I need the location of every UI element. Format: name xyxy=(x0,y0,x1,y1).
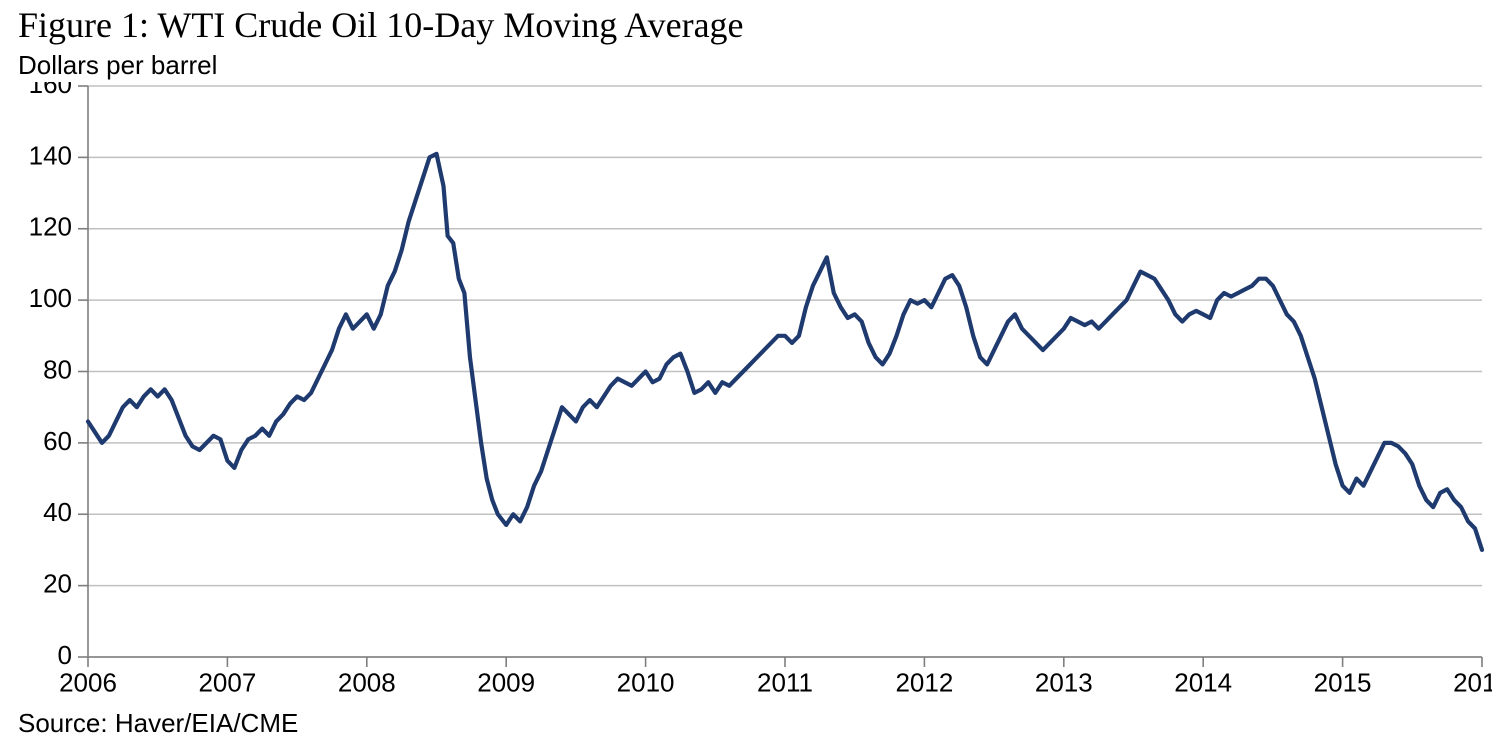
x-tick-label: 2010 xyxy=(617,668,675,698)
y-tick-label: 120 xyxy=(29,212,72,242)
x-tick-label: 2016 xyxy=(1453,668,1492,698)
x-tick-label: 2006 xyxy=(59,668,117,698)
y-tick-label: 160 xyxy=(29,82,72,99)
figure-title: Figure 1: WTI Crude Oil 10-Day Moving Av… xyxy=(18,4,744,46)
x-tick-label: 2015 xyxy=(1314,668,1372,698)
y-tick-label: 140 xyxy=(29,140,72,170)
y-tick-label: 20 xyxy=(43,569,72,599)
y-tick-label: 100 xyxy=(29,283,72,313)
line-chart-svg: 0 20 40 60 80 100 120 140 160 2006 2007 2008 2009 201… xyxy=(18,82,1492,701)
y-axis-subtitle: Dollars per barrel xyxy=(18,50,217,81)
y-tick-label: 60 xyxy=(43,426,72,456)
y-tick-label: 40 xyxy=(43,497,72,527)
figure-container: Figure 1: WTI Crude Oil 10-Day Moving Av… xyxy=(0,0,1510,747)
x-tick-label: 2013 xyxy=(1035,668,1093,698)
x-tick-label: 2009 xyxy=(477,668,535,698)
x-tick-label: 2012 xyxy=(895,668,953,698)
source-caption: Source: Haver/EIA/CME xyxy=(18,708,298,739)
chart-area: 0 20 40 60 80 100 120 140 160 2006 2007 2008 2009 201… xyxy=(18,82,1492,701)
x-tick-label: 2008 xyxy=(338,668,396,698)
x-tick-label: 2007 xyxy=(198,668,256,698)
y-tick-label: 0 xyxy=(58,640,72,670)
x-tick-label: 2014 xyxy=(1174,668,1232,698)
y-tick-label: 80 xyxy=(43,354,72,384)
x-tick-label: 2011 xyxy=(757,668,813,698)
